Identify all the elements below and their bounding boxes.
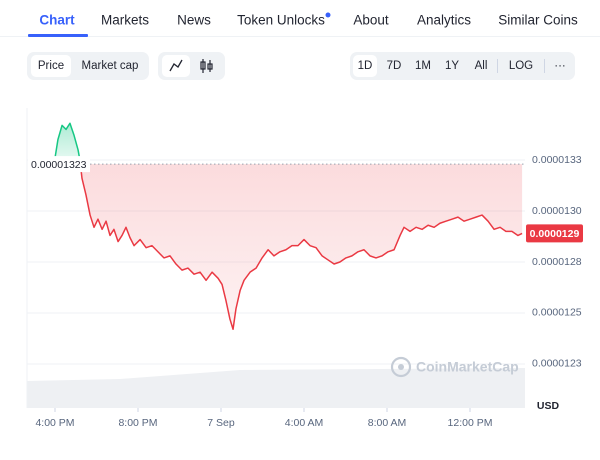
- y-tick-label: 0.0000133: [532, 154, 582, 166]
- button[interactable]: LOG: [509, 60, 533, 72]
- x-tick-label: 4:00 PM: [35, 417, 74, 429]
- current-price-label: 0.0000129: [530, 228, 580, 240]
- reference-label-bg: [28, 156, 90, 173]
- button[interactable]: ···: [554, 60, 566, 72]
- reference-label: 0.00001323: [31, 159, 87, 171]
- tab[interactable]: Chart: [39, 13, 75, 28]
- watermark-text: CoinMarketCap: [416, 359, 519, 375]
- new-dot: [325, 12, 331, 18]
- watermark: CoinMarketCap: [390, 356, 519, 378]
- line-chart-icon[interactable]: [169, 59, 183, 72]
- active-button-bg: [353, 55, 377, 77]
- x-tick-label: 12:00 PM: [448, 417, 493, 429]
- tab[interactable]: News: [177, 13, 211, 28]
- button[interactable]: Market cap: [82, 60, 139, 72]
- volume-band: [27, 368, 525, 408]
- active-button-bg: [31, 55, 71, 77]
- current-price-bg: [526, 224, 583, 243]
- button[interactable]: 1Y: [445, 60, 459, 72]
- toolbar: Price Market cap 1D 7D 1M 1Y All LOG ···: [27, 52, 575, 80]
- x-tick-label: 4:00 AM: [285, 417, 324, 429]
- x-tick-label: 7 Sep: [207, 417, 235, 429]
- active-tab-underline: [28, 34, 88, 37]
- button[interactable]: 7D: [387, 60, 402, 72]
- tab[interactable]: Analytics: [417, 13, 471, 28]
- button[interactable]: All: [475, 60, 488, 72]
- tab-bar: Chart Markets News Token Unlocks About A…: [0, 12, 600, 37]
- x-tick-label: 8:00 AM: [368, 417, 407, 429]
- candle-chart-icon[interactable]: [200, 59, 213, 73]
- x-tick-label: 8:00 PM: [118, 417, 157, 429]
- y-tick-label: 0.0000125: [532, 307, 582, 319]
- price-chart: CoinMarketCap USD 0.0000133 0.0000130 0.00…: [26, 108, 583, 429]
- price-line: [54, 122, 523, 331]
- y-unit: USD: [537, 400, 560, 412]
- y-tick-label: 0.0000128: [532, 256, 582, 268]
- button[interactable]: 1M: [415, 60, 431, 72]
- y-tick-label: 0.0000123: [532, 358, 582, 370]
- tab[interactable]: Token Unlocks: [237, 13, 325, 28]
- tab[interactable]: Markets: [101, 13, 149, 28]
- button-group: [350, 52, 575, 80]
- tab[interactable]: Similar Coins: [498, 13, 578, 28]
- button[interactable]: Price: [38, 60, 64, 72]
- price-area: [55, 123, 523, 330]
- y-tick-label: 0.0000130: [532, 205, 582, 217]
- separator: [544, 59, 545, 73]
- separator: [497, 59, 498, 73]
- button[interactable]: 1D: [358, 60, 373, 72]
- divider: [0, 36, 600, 37]
- tab[interactable]: About: [353, 13, 389, 28]
